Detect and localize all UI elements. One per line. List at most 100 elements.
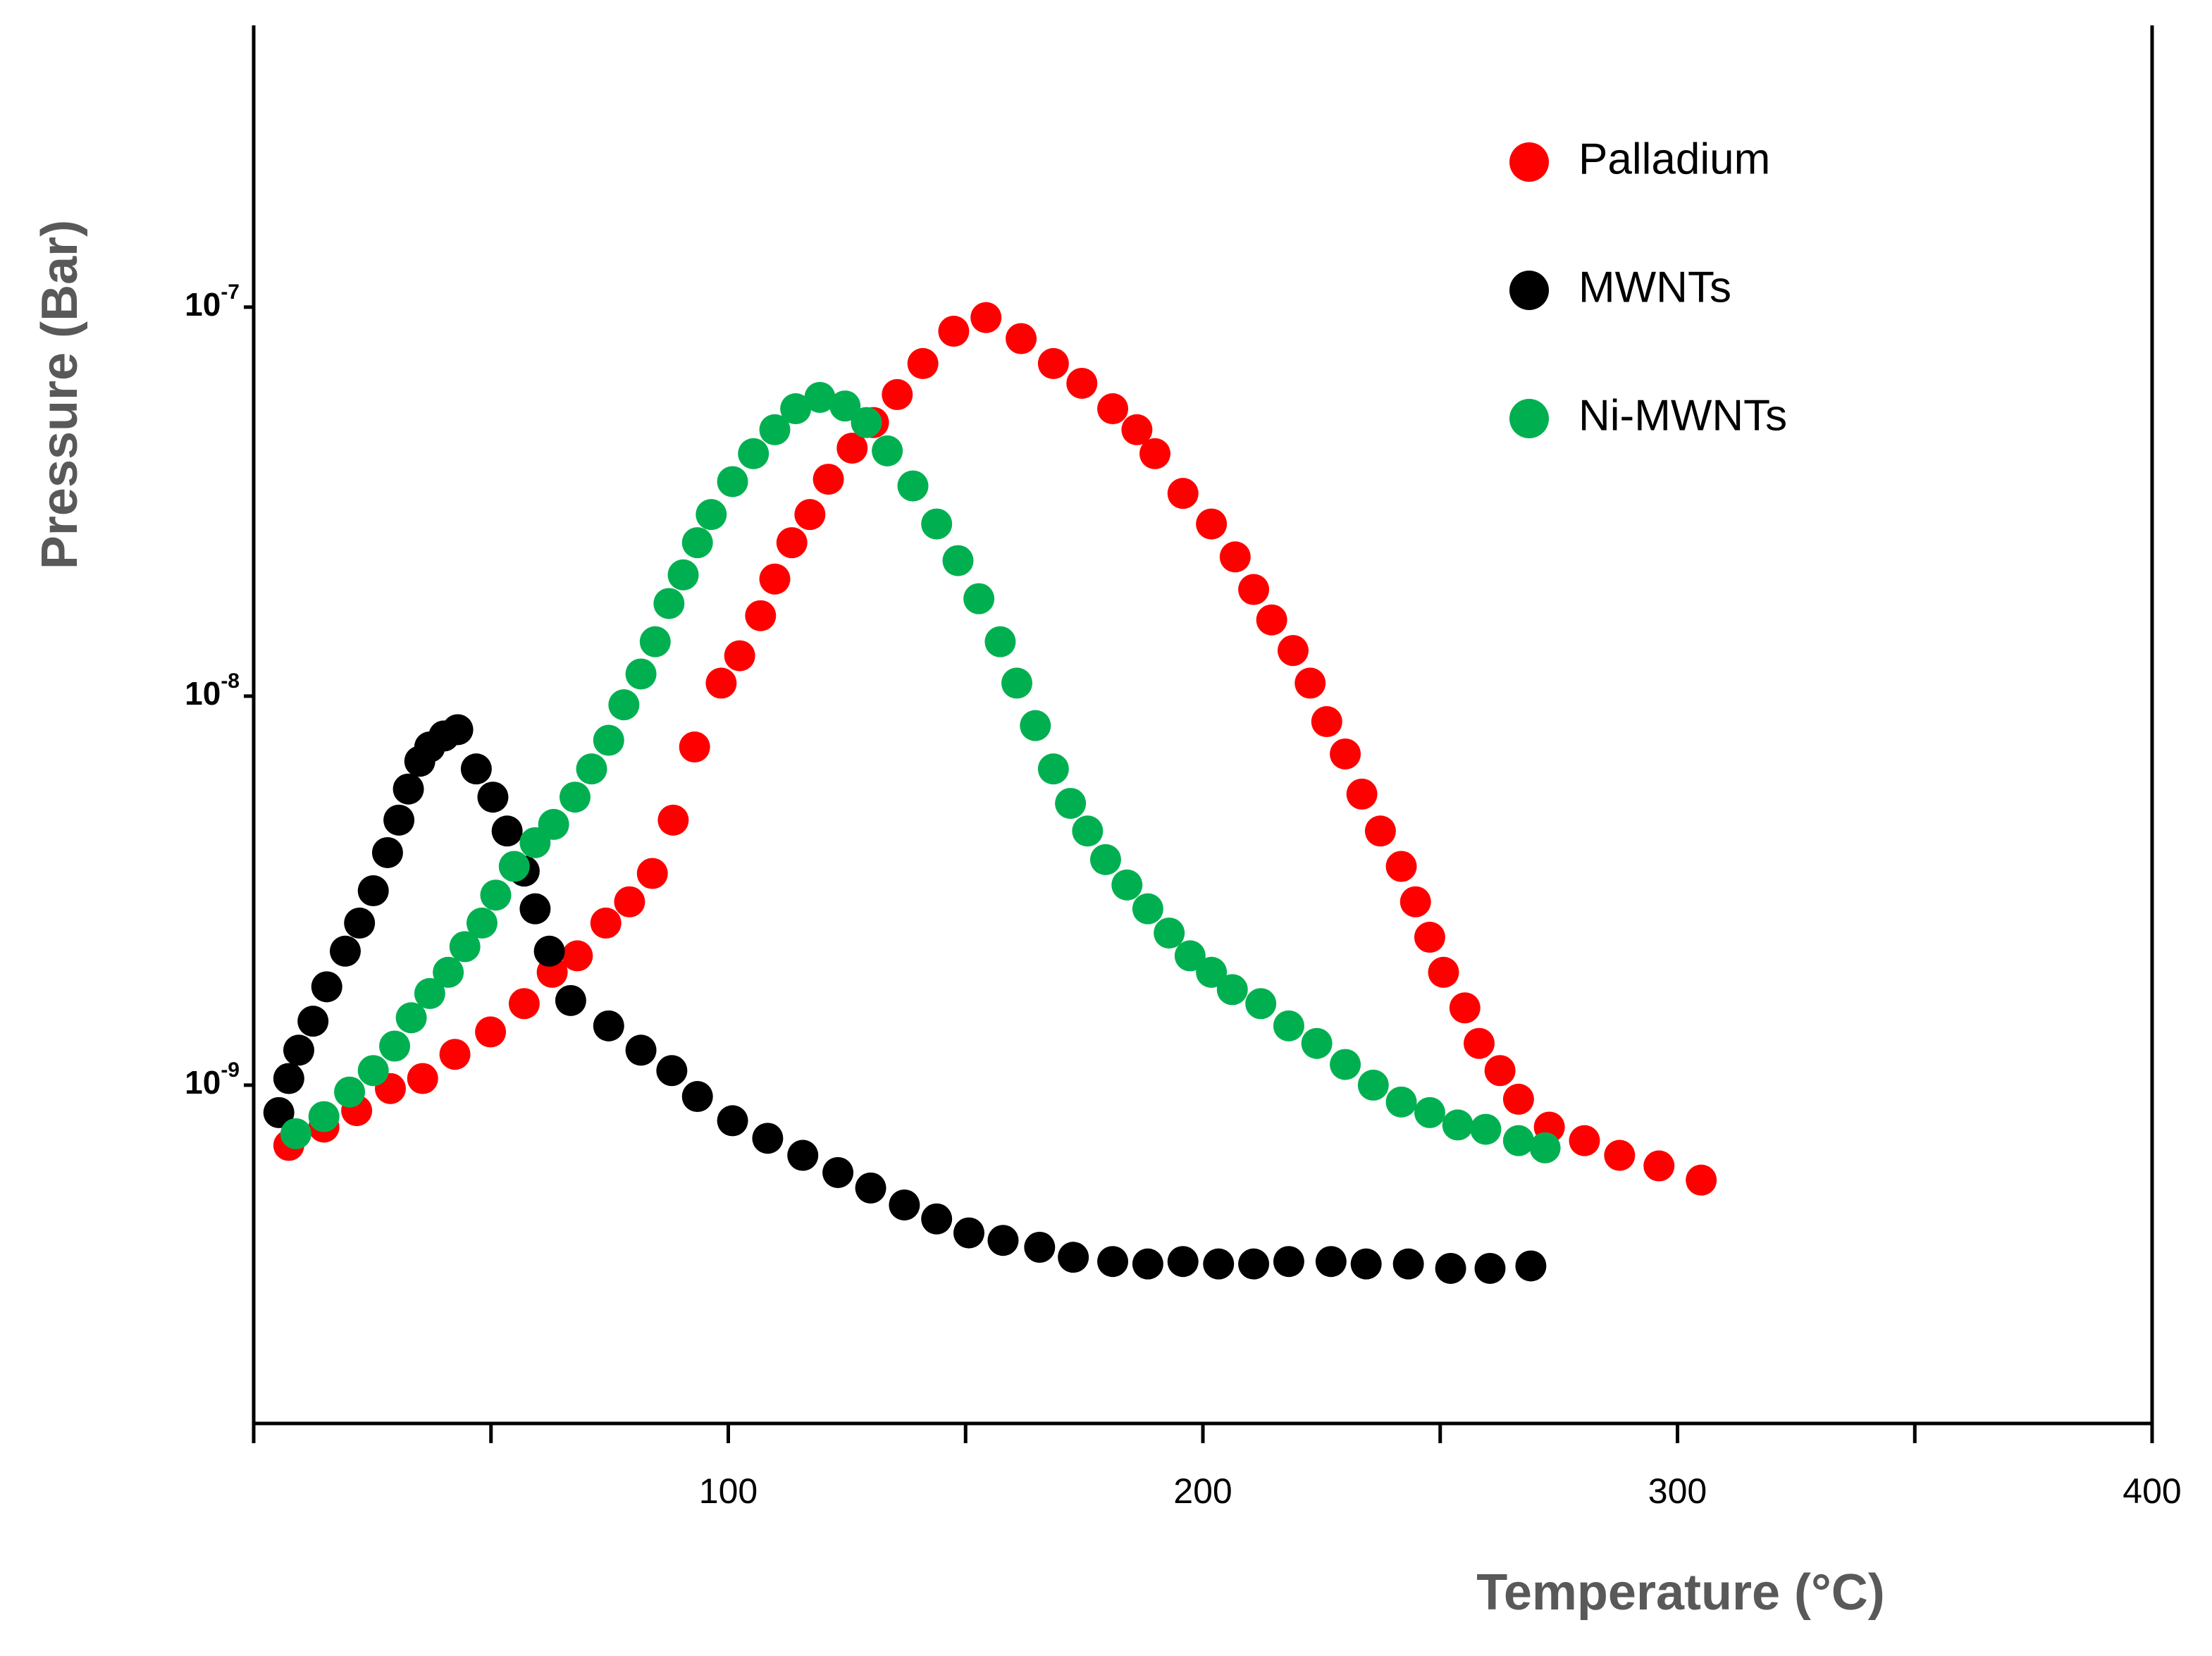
data-point <box>1301 1027 1333 1059</box>
data-point <box>555 984 586 1016</box>
data-point <box>1132 893 1163 925</box>
data-point <box>357 875 389 907</box>
data-point <box>1089 844 1121 875</box>
data-point <box>1203 1248 1235 1280</box>
data-point <box>562 940 593 972</box>
data-point <box>1686 1164 1717 1196</box>
data-point <box>297 1006 329 1037</box>
data-point <box>984 626 1016 657</box>
data-point <box>1428 956 1459 988</box>
data-point <box>1330 738 1361 770</box>
data-point <box>1245 988 1277 1020</box>
data-point <box>1364 815 1396 847</box>
x-tick-label: 200 <box>1173 1471 1232 1511</box>
data-point <box>395 1002 427 1034</box>
data-point <box>371 836 403 868</box>
y-tick-base: 10 <box>185 286 221 323</box>
data-point <box>836 432 868 464</box>
data-point <box>439 1039 471 1070</box>
data-point <box>970 302 1002 333</box>
data-point <box>829 390 861 422</box>
data-point <box>311 971 342 1003</box>
data-point <box>1350 1248 1382 1280</box>
data-point <box>379 1030 411 1062</box>
data-point <box>752 1123 784 1154</box>
data-point <box>1273 1246 1304 1278</box>
legend-marker <box>1509 142 1549 182</box>
data-point <box>407 1063 438 1094</box>
data-point <box>759 563 791 595</box>
data-point <box>780 393 812 425</box>
data-point <box>1066 367 1098 399</box>
data-point <box>1167 1246 1199 1278</box>
data-point <box>1273 1010 1304 1042</box>
data-point <box>1037 753 1069 785</box>
data-point <box>1346 778 1378 810</box>
data-point <box>1024 1232 1056 1263</box>
y-tick-label: 10-9 <box>185 1058 240 1101</box>
data-point <box>1111 869 1143 901</box>
data-point <box>855 1172 886 1204</box>
data-point <box>1139 438 1170 469</box>
data-point <box>1643 1150 1675 1182</box>
data-point <box>657 804 689 836</box>
data-point <box>776 527 808 559</box>
data-point <box>1196 508 1228 540</box>
data-point <box>1414 1096 1445 1128</box>
y-tick-exponent: -9 <box>221 1058 240 1082</box>
data-point <box>1216 974 1248 1006</box>
data-point <box>921 1203 953 1235</box>
data-point <box>1435 1252 1466 1284</box>
y-tick-label: 10-8 <box>185 669 240 712</box>
data-point <box>1238 574 1270 605</box>
data-point <box>614 886 645 917</box>
x-axis-label: Temperature (°C) <box>1476 1564 1885 1621</box>
data-point <box>625 1034 657 1066</box>
data-point <box>787 1139 819 1171</box>
data-point <box>897 470 929 502</box>
data-point <box>851 407 882 438</box>
data-point <box>738 438 770 469</box>
data-point <box>759 414 791 445</box>
data-point <box>745 600 777 631</box>
data-point <box>1315 1246 1347 1278</box>
data-point <box>1502 1125 1534 1156</box>
data-point <box>656 1055 688 1087</box>
legend-label: MWNTs <box>1578 263 1731 311</box>
data-point <box>1470 1113 1502 1145</box>
legend-marker <box>1509 271 1549 310</box>
data-point <box>263 1096 295 1128</box>
data-point <box>308 1101 340 1132</box>
data-point <box>812 464 844 495</box>
data-point <box>681 527 713 559</box>
data-point <box>1330 1049 1361 1080</box>
data-point <box>1121 414 1153 445</box>
data-point <box>357 1055 389 1087</box>
data-point <box>475 1016 507 1048</box>
data-point <box>433 956 464 988</box>
data-point <box>460 753 492 785</box>
data-point <box>705 667 737 699</box>
data-point <box>344 907 376 939</box>
data-point <box>938 316 970 347</box>
data-point <box>653 588 685 619</box>
data-point <box>696 499 727 531</box>
y-axis-label: Pressure (Bar) <box>32 220 88 569</box>
data-point <box>442 714 474 746</box>
data-point <box>794 499 826 531</box>
data-point <box>1277 635 1309 667</box>
data-point <box>639 626 671 657</box>
data-point <box>383 804 415 836</box>
data-point <box>1569 1125 1600 1156</box>
data-point <box>508 988 540 1020</box>
data-point <box>1604 1139 1636 1171</box>
data-point <box>449 931 481 963</box>
data-point <box>491 815 523 847</box>
data-point <box>681 1081 713 1113</box>
x-tick-label: 400 <box>2123 1471 2181 1511</box>
data-point <box>872 435 903 466</box>
data-point <box>1058 1242 1089 1273</box>
data-point <box>1463 1027 1495 1059</box>
data-point <box>1529 1132 1561 1163</box>
data-point <box>1442 1109 1473 1141</box>
